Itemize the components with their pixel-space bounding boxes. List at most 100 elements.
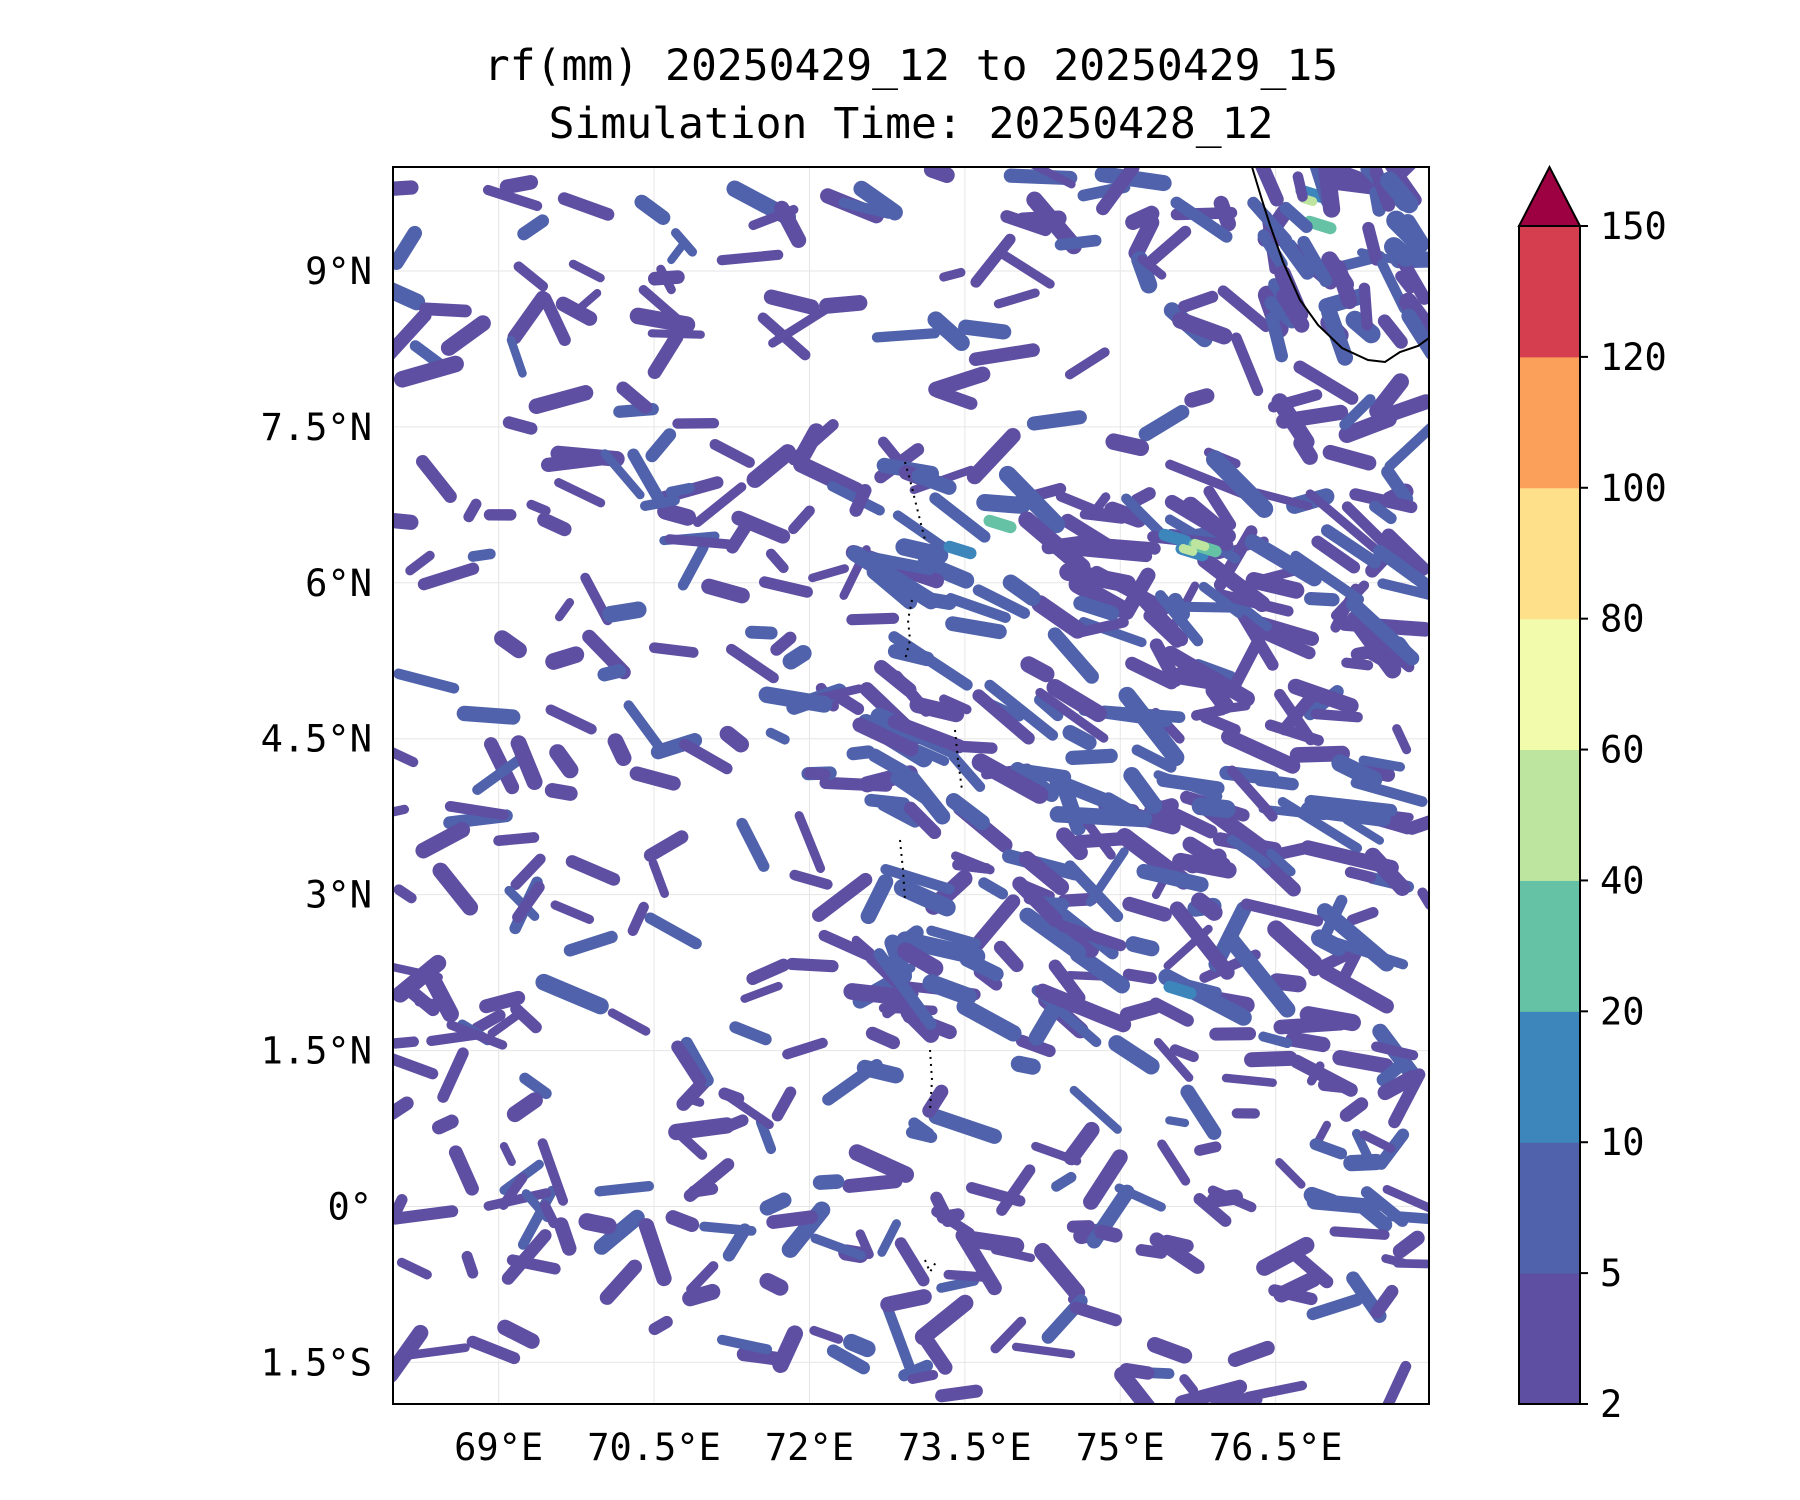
rain-band-patch [1331,754,1383,789]
rain-coast-patch [1297,235,1333,288]
rain-patch [448,1145,479,1196]
rain-band-patch [929,492,991,543]
rain-patch [855,1229,874,1260]
rain-patch [1193,1193,1232,1227]
rain-patch [745,625,778,640]
rain-patch [648,1315,673,1336]
rain-patch [930,1191,955,1228]
rain-patch [846,745,876,761]
rain-patch [607,1008,651,1036]
rain-band-patch [1358,755,1406,772]
rain-patch [1153,1037,1194,1082]
rain-patch [557,192,615,221]
rain-band-patch [1254,773,1299,791]
rain-patch [1376,1061,1404,1087]
rain-patch [1083,1149,1128,1210]
rain-patch [788,505,815,535]
rain-coast-patch [1395,270,1416,294]
rain-patch [417,562,480,591]
rain-band-patch [1349,488,1418,514]
rain-patch [393,1053,439,1080]
rain-heavy-cell [983,514,1017,534]
rain-patch [565,855,621,886]
rain-patch [939,267,966,282]
rain-patch [1405,815,1429,835]
rain-patch [1351,1128,1372,1160]
rain-coast-patch [1358,282,1373,331]
rain-patch [819,295,868,314]
colorbar-tick-labels: 2 5 10 20 40 60 80 100 120 150 [1580,205,1667,1426]
lon-tick-label: 69°E [454,1426,543,1469]
rain-patch [1122,896,1172,922]
rain-patch [419,302,472,318]
rain-band-patch [1264,719,1324,746]
rain-patch [510,853,546,890]
rain-coast-patch [1386,210,1429,254]
rain-patch [990,1316,1027,1354]
rain-patch [916,1328,953,1375]
rain-patch [1130,487,1156,507]
rain-patch [1034,1242,1086,1301]
rain-patch [1137,254,1167,280]
rain-patch [716,1334,773,1355]
lat-tick-label: 1.5°N [261,1030,372,1073]
rain-patch [794,811,826,874]
rain-patch [647,270,685,286]
rain-patch [838,197,894,219]
rain-patch [1069,1085,1122,1134]
rain-patch [766,1210,818,1229]
rain-coast-patch [1257,229,1288,271]
rain-patch [898,1359,934,1382]
rain-patch [1096,167,1140,216]
rain-band-patch [904,770,951,825]
rain-band-patch [1372,544,1429,596]
rain-patch [907,1369,939,1385]
rain-patch [770,631,797,656]
rain-patch [1376,394,1429,424]
rain-patch [803,767,831,781]
rain-patch [568,259,605,283]
rain-patch [1274,842,1310,860]
lon-tick-label: 76.5°E [1209,1426,1343,1469]
colorbar-band [1519,618,1580,751]
rain-patch [467,548,496,562]
rain-band-patch [900,1004,940,1043]
rain-patch [851,935,875,958]
rain-patch [1060,513,1120,556]
colorbar-tick-label: 20 [1600,990,1645,1033]
rain-band-patch [911,468,957,495]
rain-band-patch [1267,920,1323,972]
rain-patch [1293,360,1359,405]
rain-band-patch [1305,489,1380,553]
rain-patch [444,800,509,821]
rain-patch [1369,373,1409,420]
rain-patch [1057,892,1098,908]
rain-patch [771,1086,797,1122]
rain-patch [1392,724,1412,755]
rain-band-patch [972,584,1031,619]
rain-band-patch [1172,852,1237,879]
rain-coast-patch [1399,292,1429,346]
rain-patch [1146,1336,1193,1364]
rain-patch [405,550,435,576]
rain-patch [393,747,419,768]
rain-band-patch [956,998,1022,1042]
rain-coast-patch [1384,237,1416,267]
rain-patch [958,319,1012,340]
rain-patch [884,934,912,983]
rain-patch [1064,347,1110,380]
rain-patch [812,1174,845,1190]
rain-band-patch [1367,631,1415,673]
rain-patch [809,1325,844,1344]
rain-patch [466,1335,521,1365]
lat-tick-label: 9°N [305,250,372,293]
rain-patch [1070,946,1131,994]
rain-band-patch [1266,848,1296,877]
rain-patch [1177,601,1236,613]
rain-patch [1371,1041,1419,1061]
rain-patch [1054,234,1102,251]
rain-patch [795,423,825,463]
rain-patch [431,1114,459,1135]
rain-patch [643,830,689,862]
rain-patch [774,200,807,248]
